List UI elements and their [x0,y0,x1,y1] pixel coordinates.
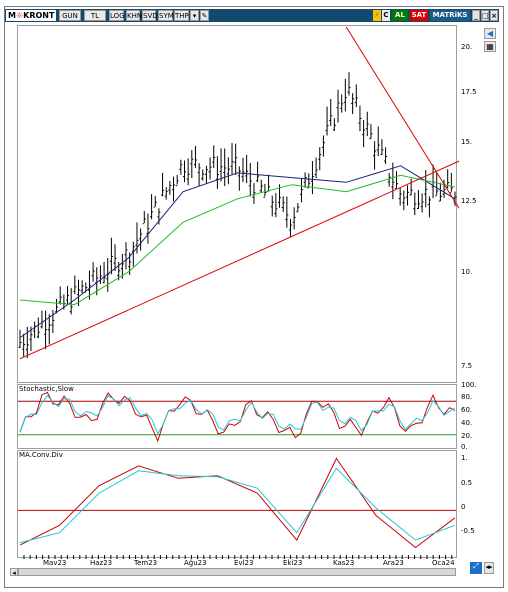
matriks-logo-icon: ☼ [15,11,24,20]
y-tick-macd: 0.5 [461,479,473,487]
scroll-left-arrow-icon[interactable]: ◂ [10,568,18,577]
x-tick: Eki23 [283,559,303,567]
macd-signal-line [19,467,456,544]
stochastic-panel-frame [17,384,457,449]
y-tick-stoch: 20. [461,432,473,440]
x-tick: Mav23 [43,559,67,567]
grid-icon[interactable]: ▦ [484,41,496,52]
y-tick-macd: 1. [461,454,468,462]
thp-button[interactable]: THP [174,10,189,21]
toolbar: M☼KRONT GUN TL LOG KHN SVD SYM THP ▾ ✎ ⚡… [5,9,499,22]
lightning-icon[interactable]: ⚡ [373,10,381,21]
app-logo: M [8,11,16,20]
macd-line [19,457,456,549]
currency-button[interactable]: TL [84,10,106,21]
stochastic-d-line [19,394,456,435]
y-tick-macd: 0 [461,503,466,511]
y-tick-main: 20. [461,43,473,51]
y-tick-stoch: 80. [461,393,473,401]
x-tick: Oca24 [432,559,455,567]
ma-long-line [19,174,456,306]
c-badge[interactable]: C [382,10,390,21]
khn-button[interactable]: KHN [126,10,143,21]
main-panel-frame [17,25,457,383]
x-tick: Tem23 [134,559,158,567]
y-tick-stoch: 100. [461,381,477,389]
y-tick-stoch: 40. [461,419,473,427]
macd-title: MA.Conv.Div [19,451,63,459]
symbol-name: KRONT [23,11,55,20]
period-button[interactable]: GUN [59,10,81,21]
scroll-left-icon[interactable]: ◀ [484,28,496,39]
symbol-box[interactable]: M☼KRONT [6,10,57,21]
sell-badge[interactable]: SAT [410,10,428,21]
y-tick-main: 17.5 [461,88,477,96]
y-tick-main: 10. [461,268,473,276]
log-button[interactable]: LOG [109,10,125,21]
ma-short-line [19,165,456,339]
sym-button[interactable]: SYM [158,10,174,21]
brand-label: MATRiKS [430,10,470,21]
horizontal-scrollbar[interactable] [18,568,456,576]
y-tick-main: 15. [461,138,473,146]
y-tick-macd: -0.5 [461,527,475,535]
scroll-arrows-icon[interactable]: ◂▸ [484,562,494,574]
support-trendline [19,160,460,360]
x-tick: Evl23 [234,559,254,567]
buy-badge[interactable]: AL [392,10,408,21]
y-tick-stoch: 60. [461,406,473,414]
drawing-tool-icon[interactable]: ✎ [200,10,209,21]
dropdown-arrow-icon[interactable]: ▾ [190,10,199,21]
macd-panel-frame [17,450,457,558]
x-tick: Ara23 [383,559,404,567]
x-tick: Kas23 [333,559,355,567]
zoom-icon[interactable]: ⤢ [470,562,482,574]
x-tick: Ağu23 [184,559,207,567]
close-button[interactable]: × [490,10,498,21]
x-tick: Haz23 [90,559,113,567]
svd-button[interactable]: SVD [142,10,158,21]
maximize-button[interactable]: □ [481,10,489,21]
resistance-trendline [345,26,460,209]
y-tick-stoch: 0. [461,443,468,451]
stochastic-title: Stochastic,Slow [19,385,74,393]
y-tick-main: 7.5 [461,362,473,370]
y-tick-main: 12.5 [461,197,477,205]
stochastic-k-line [19,391,456,443]
minimize-button[interactable]: _ [472,10,480,21]
